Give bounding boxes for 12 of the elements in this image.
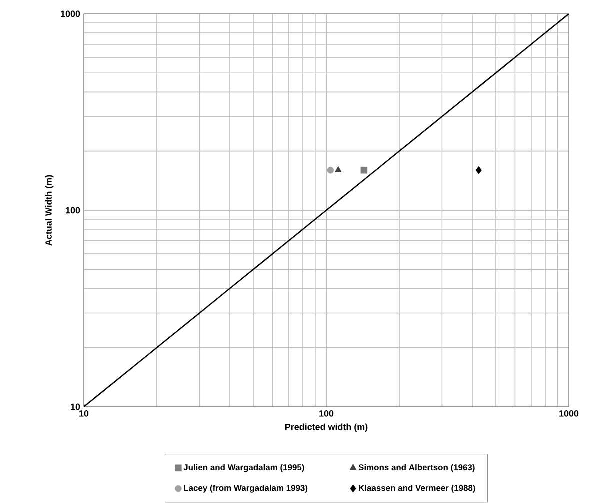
- x-tick-label: 10: [80, 410, 89, 417]
- y-tick-label: 10: [71, 404, 80, 410]
- x-tick-label: 100: [320, 410, 334, 417]
- legend-label: Julien and Wargadalam (1995): [184, 464, 304, 472]
- y-axis-title: Actual Width (m): [45, 175, 54, 246]
- x-tick-label: 1000: [560, 410, 579, 417]
- legend-label: Simons and Albertson (1963): [358, 464, 475, 472]
- legend-label: Klaassen and Vermeer (1988): [359, 485, 476, 493]
- x-axis-title: Predicted width (m): [286, 424, 368, 432]
- legend-label: Lacey (from Wargadalam 1993): [184, 485, 308, 493]
- y-tick-label: 100: [66, 207, 80, 214]
- y-tick-label: 1000: [61, 10, 80, 18]
